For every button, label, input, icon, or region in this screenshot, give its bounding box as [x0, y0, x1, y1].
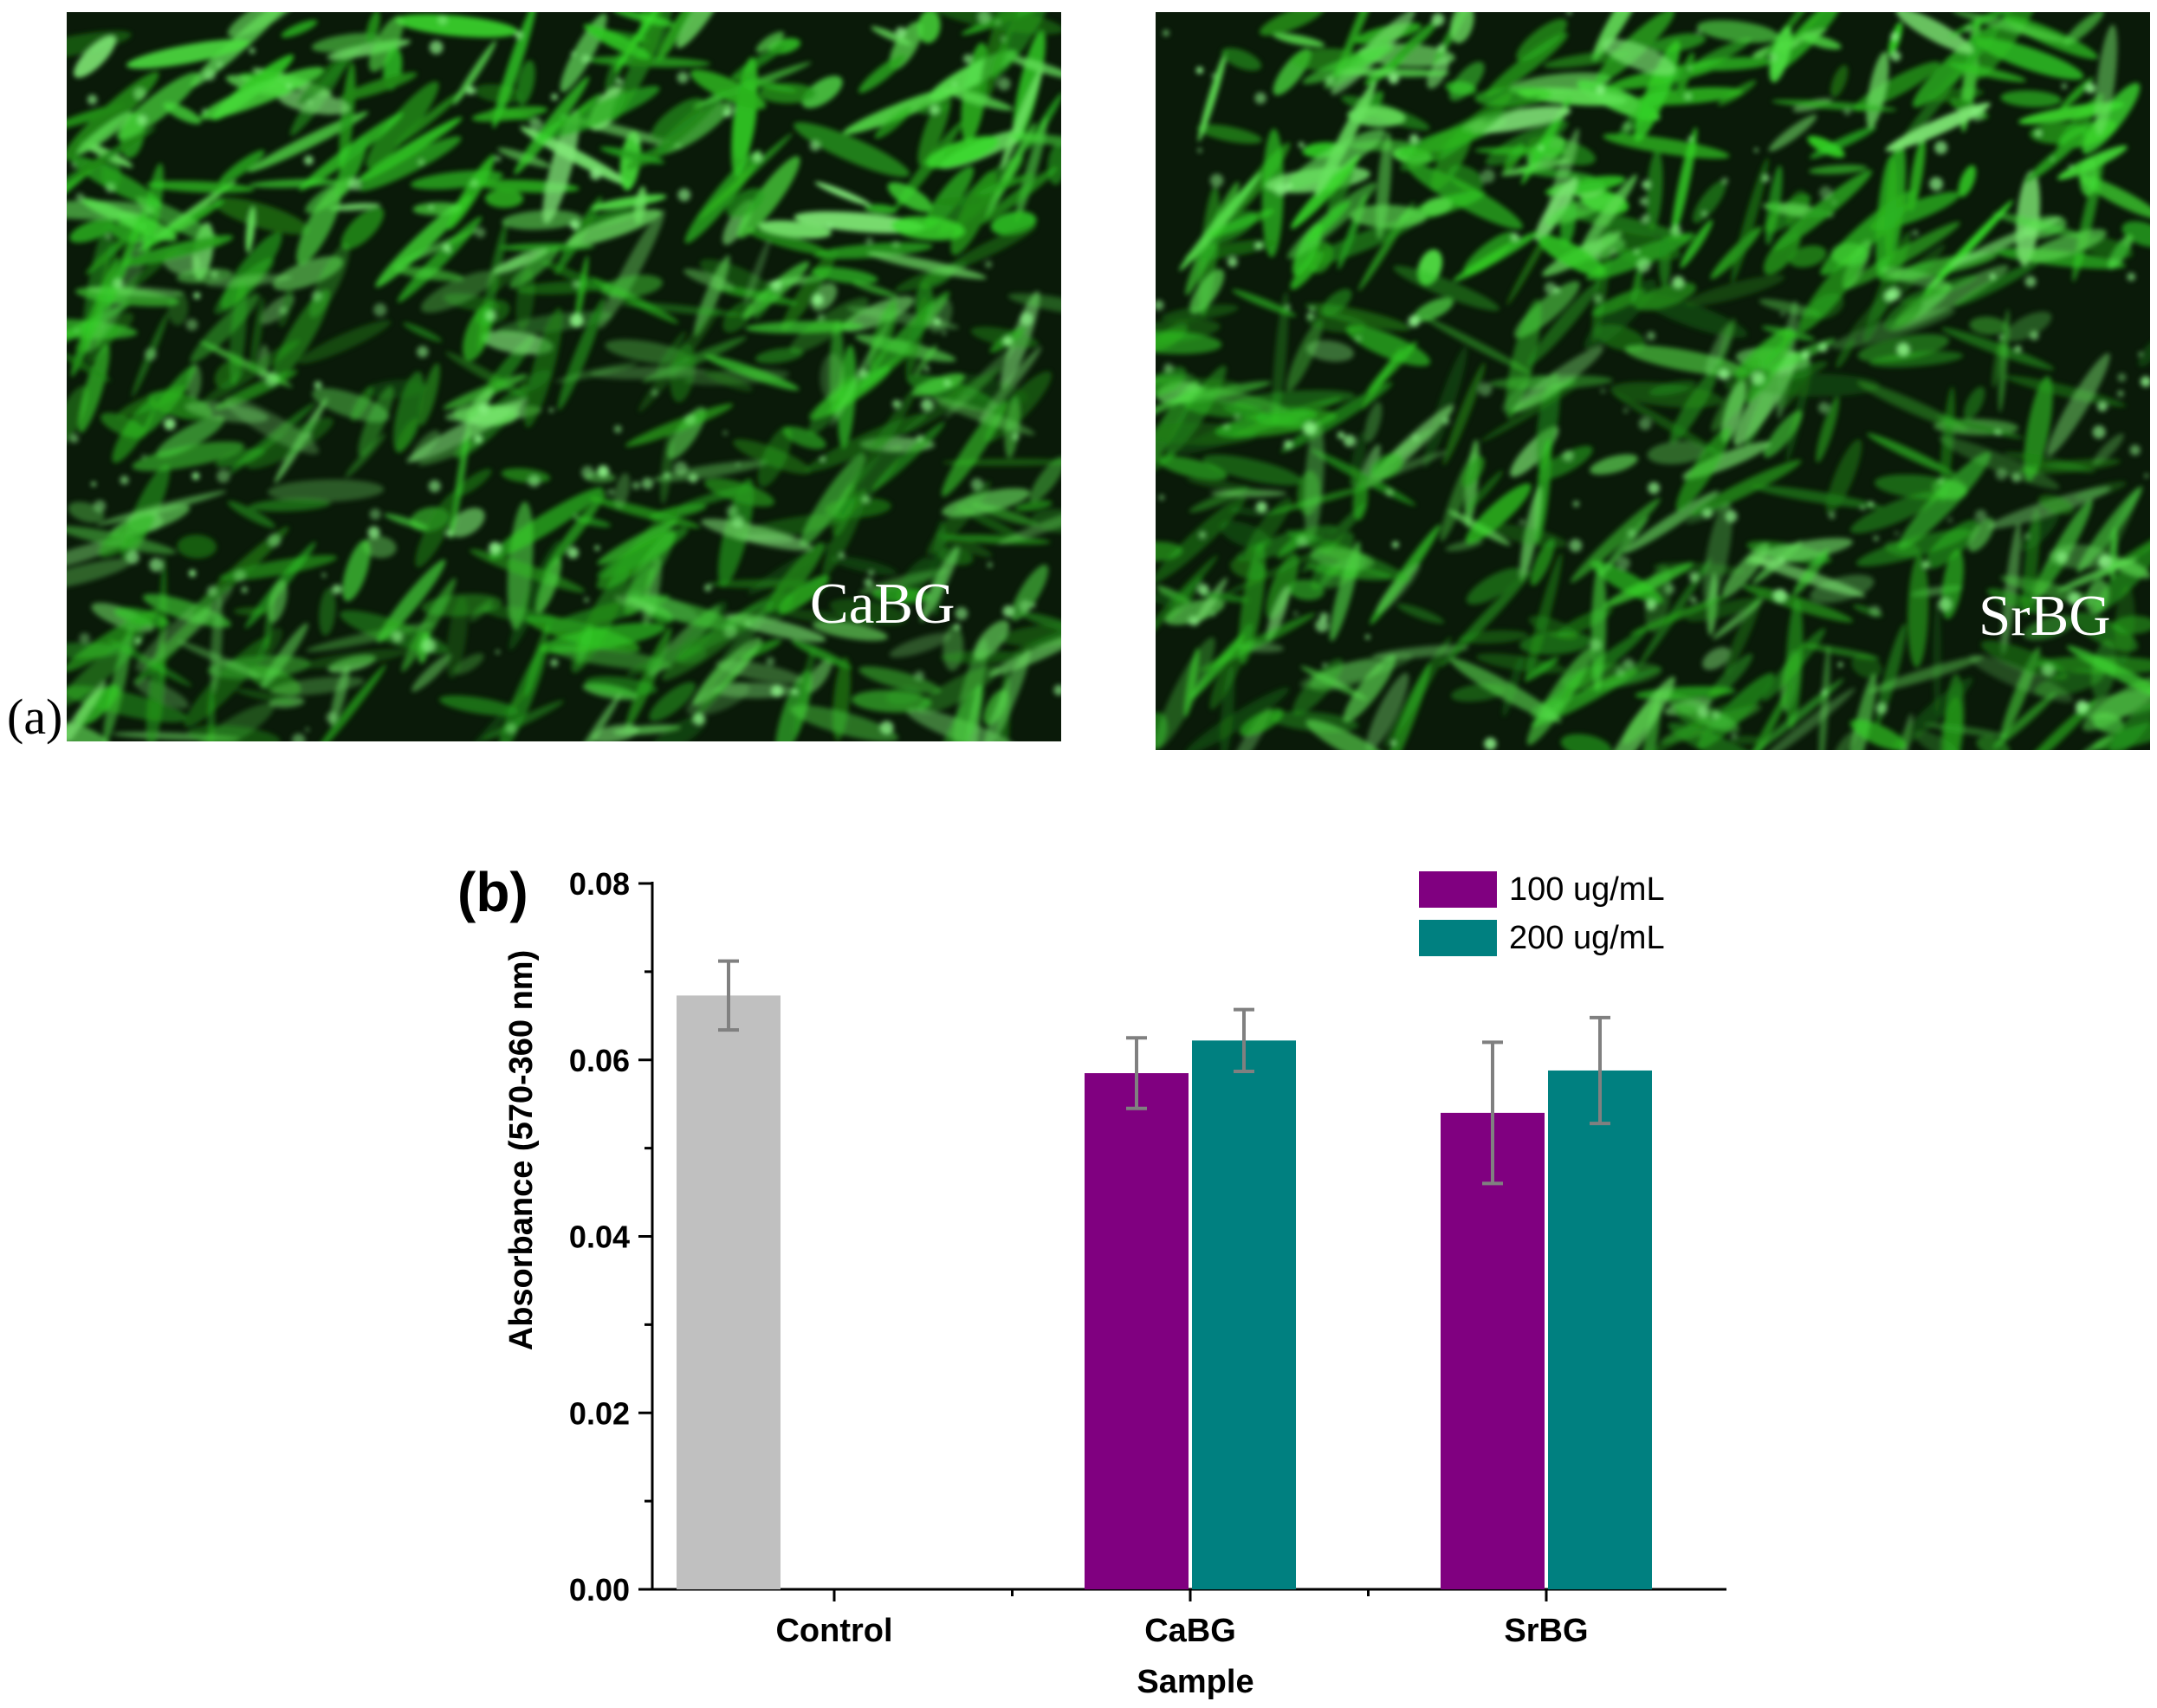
plot-area: 0.00 0.02 0.04 0.06 0.08 Control CaBG SrBG 100 u… [569, 866, 1726, 1649]
bar-cabg-100-ug-ml [1085, 1073, 1189, 1589]
y-tick-label: 0.08 [569, 866, 630, 902]
y-tick-label: 0.04 [569, 1220, 630, 1255]
y-tick-label: 0.06 [569, 1043, 630, 1078]
micrograph-label-srbg: SrBG [1979, 584, 2111, 648]
bar-srbg-200-ug-ml [1548, 1070, 1652, 1589]
x-tick-label: SrBG [1504, 1613, 1588, 1649]
micrograph-cabg-texture [67, 12, 1061, 741]
micrograph-srbg: SrBG [1156, 12, 2150, 750]
bar-control-control [677, 995, 781, 1589]
micrograph-srbg-texture [1156, 12, 2150, 750]
x-axis-label: Sample [1137, 1664, 1253, 1700]
panel-a-tag: (a) [7, 689, 63, 745]
x-tick-label: Control [775, 1613, 892, 1649]
micrograph-cabg: CaBG [67, 12, 1061, 741]
legend-swatch [1419, 920, 1497, 956]
y-tick-label: 0.02 [569, 1395, 630, 1431]
y-tick-label: 0.00 [569, 1572, 630, 1608]
bar-srbg-100-ug-ml [1441, 1112, 1545, 1589]
micrograph-label-cabg: CaBG [810, 572, 955, 636]
legend-label: 200 ug/mL [1509, 920, 1665, 956]
legend-label: 100 ug/mL [1509, 871, 1665, 908]
x-tick-label: CaBG [1144, 1613, 1236, 1649]
y-axis-label: Absorbance (570-360 nm) [503, 950, 540, 1351]
panel-b-tag: (b) [457, 861, 528, 923]
bar-cabg-200-ug-ml [1192, 1040, 1296, 1589]
legend-swatch [1419, 871, 1497, 908]
